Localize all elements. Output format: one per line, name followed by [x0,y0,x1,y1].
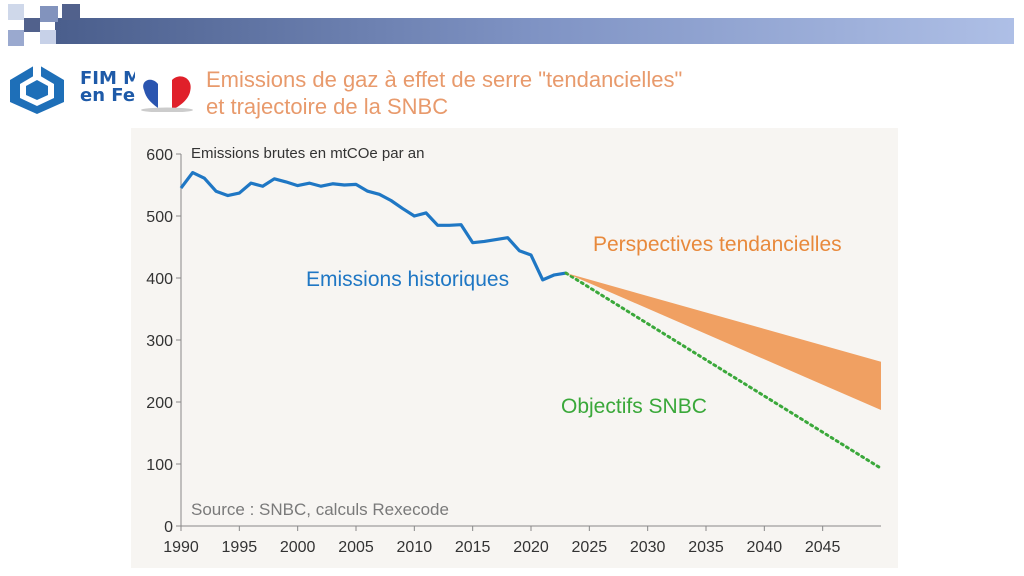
y-axis-label: Emissions brutes en mtCOe par an [191,145,424,162]
page-title: Emissions de gaz à effet de serre "tenda… [206,67,683,119]
company-logo-icon [10,64,64,114]
y-tick-label: 500 [146,209,173,226]
y-tick-label: 200 [146,395,173,412]
x-tick-label: 2040 [747,539,783,556]
x-tick-label: 2015 [455,539,491,556]
annotation-trend: Perspectives tendancielles [593,233,842,256]
emissions-chart: 0 100 200 300 400 500 600 1990 1995 2000 2005 2010… [146,145,883,556]
series-snbc-line [564,271,883,470]
banner-square [24,18,40,32]
banner-square [62,4,80,20]
x-tick-label: 2035 [688,539,724,556]
banner-square [8,4,24,20]
x-tick-label: 2025 [572,539,608,556]
chart-marks [179,170,883,470]
y-tick-label: 300 [146,333,173,350]
y-tick-label: 100 [146,457,173,474]
banner-square [8,30,24,46]
y-tick-label: 600 [146,147,173,164]
source-label: Source : SNBC, calculs Rexecode [191,500,449,519]
y-tick-label: 400 [146,271,173,288]
x-tick-label: 1995 [222,539,258,556]
x-tick-label: 2030 [630,539,666,556]
y-axis: 0 100 200 300 400 500 600 [146,147,181,536]
annotation-snbc: Objectifs SNBC [561,395,707,418]
x-tick-label: 2045 [805,539,841,556]
series-trend-band [566,273,881,411]
annotation-historical: Emissions historiques [306,268,509,291]
x-tick-label: 2005 [338,539,374,556]
series-historical-line [179,170,567,282]
banner-square [40,30,56,44]
x-tick-label: 1990 [163,539,199,556]
french-flag-heart-icon [141,76,193,112]
x-axis: 1990 1995 2000 2005 2010 2015 2020 2025 2030 2035… [163,526,841,556]
x-tick-label: 2020 [513,539,549,556]
banner-bar [55,18,1014,44]
header-banner [8,4,1014,46]
x-tick-label: 2000 [280,539,316,556]
y-tick-label: 0 [164,519,173,536]
logo-text: FIM M en Fe [80,70,135,104]
x-tick-label: 2010 [397,539,433,556]
banner-square [40,6,58,22]
